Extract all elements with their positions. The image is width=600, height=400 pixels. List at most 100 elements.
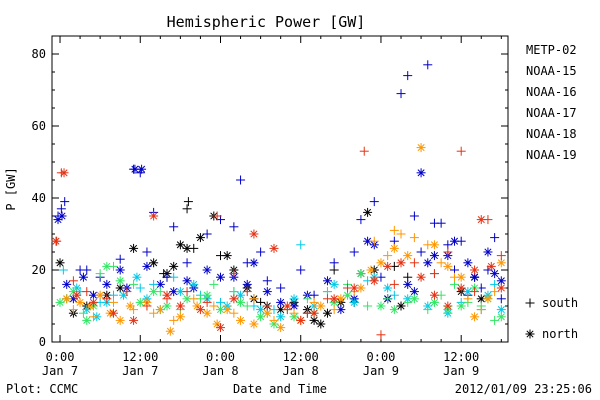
data-point-metp-02-north	[55, 258, 65, 268]
data-point-noaa-19-north	[109, 308, 119, 318]
data-point-noaa-18-north	[202, 308, 212, 318]
data-point-noaa-18-north	[483, 294, 493, 304]
data-point-noaa-15-south	[169, 222, 179, 232]
data-point-noaa-19-north	[282, 301, 292, 311]
data-point-noaa-15-south	[490, 233, 500, 243]
data-point-noaa-15-south	[60, 197, 70, 207]
data-point-noaa-15-north	[490, 269, 500, 279]
plot-credit: Plot: CCMC	[6, 382, 78, 396]
data-point-noaa-15-north	[202, 265, 212, 275]
data-point-noaa-15-south	[329, 258, 339, 268]
y-tick-label: 0	[39, 335, 46, 349]
data-point-noaa-19-north	[486, 261, 496, 271]
data-point-noaa-19-south	[142, 301, 152, 311]
data-point-metp-02-north	[115, 283, 125, 293]
legend-item-noaa-15: NOAA-15	[526, 64, 577, 78]
data-point-noaa-16-north	[132, 272, 142, 282]
data-point-noaa-18-north	[416, 143, 426, 153]
data-point-noaa-18-north	[403, 251, 413, 261]
data-point-noaa-17-south	[78, 308, 88, 318]
data-point-metp-02-north	[149, 258, 159, 268]
legend-item-noaa-16: NOAA-16	[526, 85, 577, 99]
data-point-noaa-19-north	[496, 283, 506, 293]
x-tick-label-date: Jan 8	[202, 364, 238, 378]
x-tick-label-date: Jan 7	[122, 364, 158, 378]
data-point-noaa-15-north	[322, 276, 332, 286]
data-point-noaa-19-south	[242, 287, 252, 297]
data-point-noaa-16-south	[58, 265, 68, 275]
data-point-noaa-19-south	[376, 330, 386, 340]
data-point-noaa-18-south	[329, 305, 339, 315]
data-point-noaa-17-south	[242, 301, 252, 311]
data-point-noaa-16-north	[276, 312, 286, 322]
marker-legend-item-south: south	[525, 296, 578, 310]
data-point-noaa-15-south	[403, 71, 413, 81]
plot-timestamp: 2012/01/09 23:25:06	[455, 382, 592, 396]
data-point-noaa-19-north	[51, 236, 61, 246]
data-point-noaa-19-north	[476, 215, 486, 225]
data-point-metp-02-north	[222, 251, 232, 261]
data-point-noaa-17-south	[403, 297, 413, 307]
data-point-noaa-19-north	[369, 276, 379, 286]
data-point-noaa-15-north	[155, 279, 165, 289]
data-point-noaa-17-south	[423, 305, 433, 315]
y-tick-label: 40	[32, 191, 46, 205]
chart-title: Hemispheric Power [GW]	[167, 13, 366, 31]
data-point-noaa-19-south	[443, 247, 453, 257]
data-point-noaa-18-north	[249, 319, 259, 329]
data-point-noaa-19-south	[122, 287, 132, 297]
data-point-noaa-15-north	[115, 265, 125, 275]
data-point-noaa-17-north	[376, 301, 386, 311]
data-point-noaa-18-south	[149, 308, 159, 318]
data-point-noaa-18-south	[289, 308, 299, 318]
data-point-noaa-18-south	[309, 297, 319, 307]
data-point-noaa-15-north	[102, 279, 112, 289]
y-tick-label: 60	[32, 119, 46, 133]
data-point-noaa-18-south	[463, 294, 473, 304]
x-tick-label-date: Jan 9	[443, 364, 479, 378]
data-point-noaa-15-north	[416, 168, 426, 178]
data-point-noaa-15-north	[242, 279, 252, 289]
data-point-noaa-15-south	[436, 218, 446, 228]
data-point-noaa-18-north	[236, 315, 246, 325]
data-point-noaa-17-south	[383, 294, 393, 304]
data-point-noaa-15-south	[202, 229, 212, 239]
data-point-noaa-19-south	[456, 146, 466, 156]
plot-frame	[51, 35, 509, 343]
data-point-metp-02-south	[182, 204, 192, 214]
data-point-noaa-18-north	[356, 283, 366, 293]
data-point-noaa-19-south	[359, 146, 369, 156]
data-point-noaa-16-north	[349, 297, 359, 307]
data-point-noaa-18-north	[115, 315, 125, 325]
data-point-noaa-18-north	[175, 312, 185, 322]
data-point-noaa-18-south	[436, 258, 446, 268]
data-point-noaa-18-north	[155, 305, 165, 315]
data-point-noaa-19-north	[309, 308, 319, 318]
data-point-noaa-19-south	[409, 258, 419, 268]
data-point-noaa-18-north	[366, 265, 376, 275]
data-point-noaa-18-north	[496, 258, 506, 268]
data-point-noaa-19-south	[202, 297, 212, 307]
data-point-noaa-15-north	[429, 251, 439, 261]
data-point-noaa-15-south	[409, 211, 419, 221]
data-point-noaa-15-north	[78, 272, 88, 282]
marker-legend-item-north: north	[525, 327, 578, 341]
data-point-noaa-17-north	[356, 269, 366, 279]
data-point-noaa-15-south	[356, 215, 366, 225]
data-point-noaa-19-north	[269, 243, 279, 253]
marker-legend-label: south	[542, 296, 578, 310]
x-tick-label-time: 0:00	[206, 350, 235, 364]
data-point-noaa-15-south	[256, 247, 266, 257]
data-point-noaa-16-south	[296, 240, 306, 250]
data-point-noaa-15-north	[403, 279, 413, 289]
data-point-noaa-18-south	[189, 294, 199, 304]
x-tick-label-time: 12:00	[122, 350, 158, 364]
data-point-noaa-17-north	[496, 312, 506, 322]
data-point-noaa-18-north	[222, 305, 232, 315]
data-point-noaa-18-north	[125, 301, 135, 311]
data-point-noaa-17-south	[209, 279, 219, 289]
data-point-noaa-17-north	[149, 287, 159, 297]
data-point-noaa-17-north	[389, 305, 399, 315]
data-point-noaa-15-south	[115, 254, 125, 264]
